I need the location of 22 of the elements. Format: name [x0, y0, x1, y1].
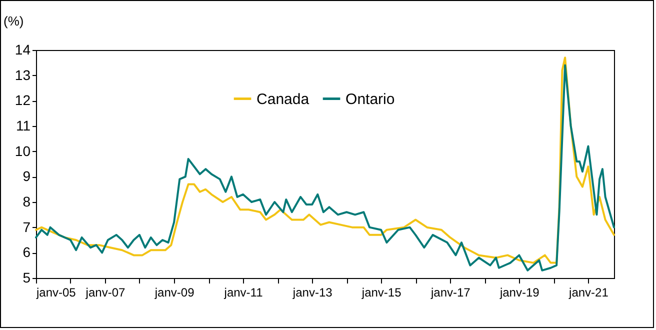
y-tick-label: 5	[22, 270, 31, 286]
x-tick-label: janv-11	[223, 286, 264, 300]
y-tick-label: 8	[22, 194, 31, 210]
y-tick-label: 10	[14, 142, 31, 159]
y-tick-label: 11	[16, 118, 31, 134]
y-tick-label: 14	[14, 42, 31, 58]
x-tick-label: janv-21	[568, 286, 609, 300]
x-tick-label: janv-07	[84, 286, 126, 300]
x-tick-label: janv-05	[36, 286, 76, 300]
y-tick-label: 6	[22, 244, 31, 260]
y-tick-label: 12	[14, 92, 31, 108]
x-tick-label: janv-13	[292, 286, 333, 300]
x-tick-label: janv-17	[430, 286, 471, 300]
x-tick-label: janv-19	[498, 286, 540, 300]
y-tick-label: 13	[14, 66, 31, 83]
legend-label: Canada	[256, 90, 310, 108]
y-tick-label: 9	[22, 168, 31, 184]
legend-label: Ontario	[346, 90, 395, 108]
x-tick-label: janv-15	[360, 286, 402, 300]
y-tick-label: 7	[22, 218, 31, 235]
y-axis-title: (%)	[4, 14, 24, 28]
x-tick-label: janv-09	[154, 286, 195, 300]
